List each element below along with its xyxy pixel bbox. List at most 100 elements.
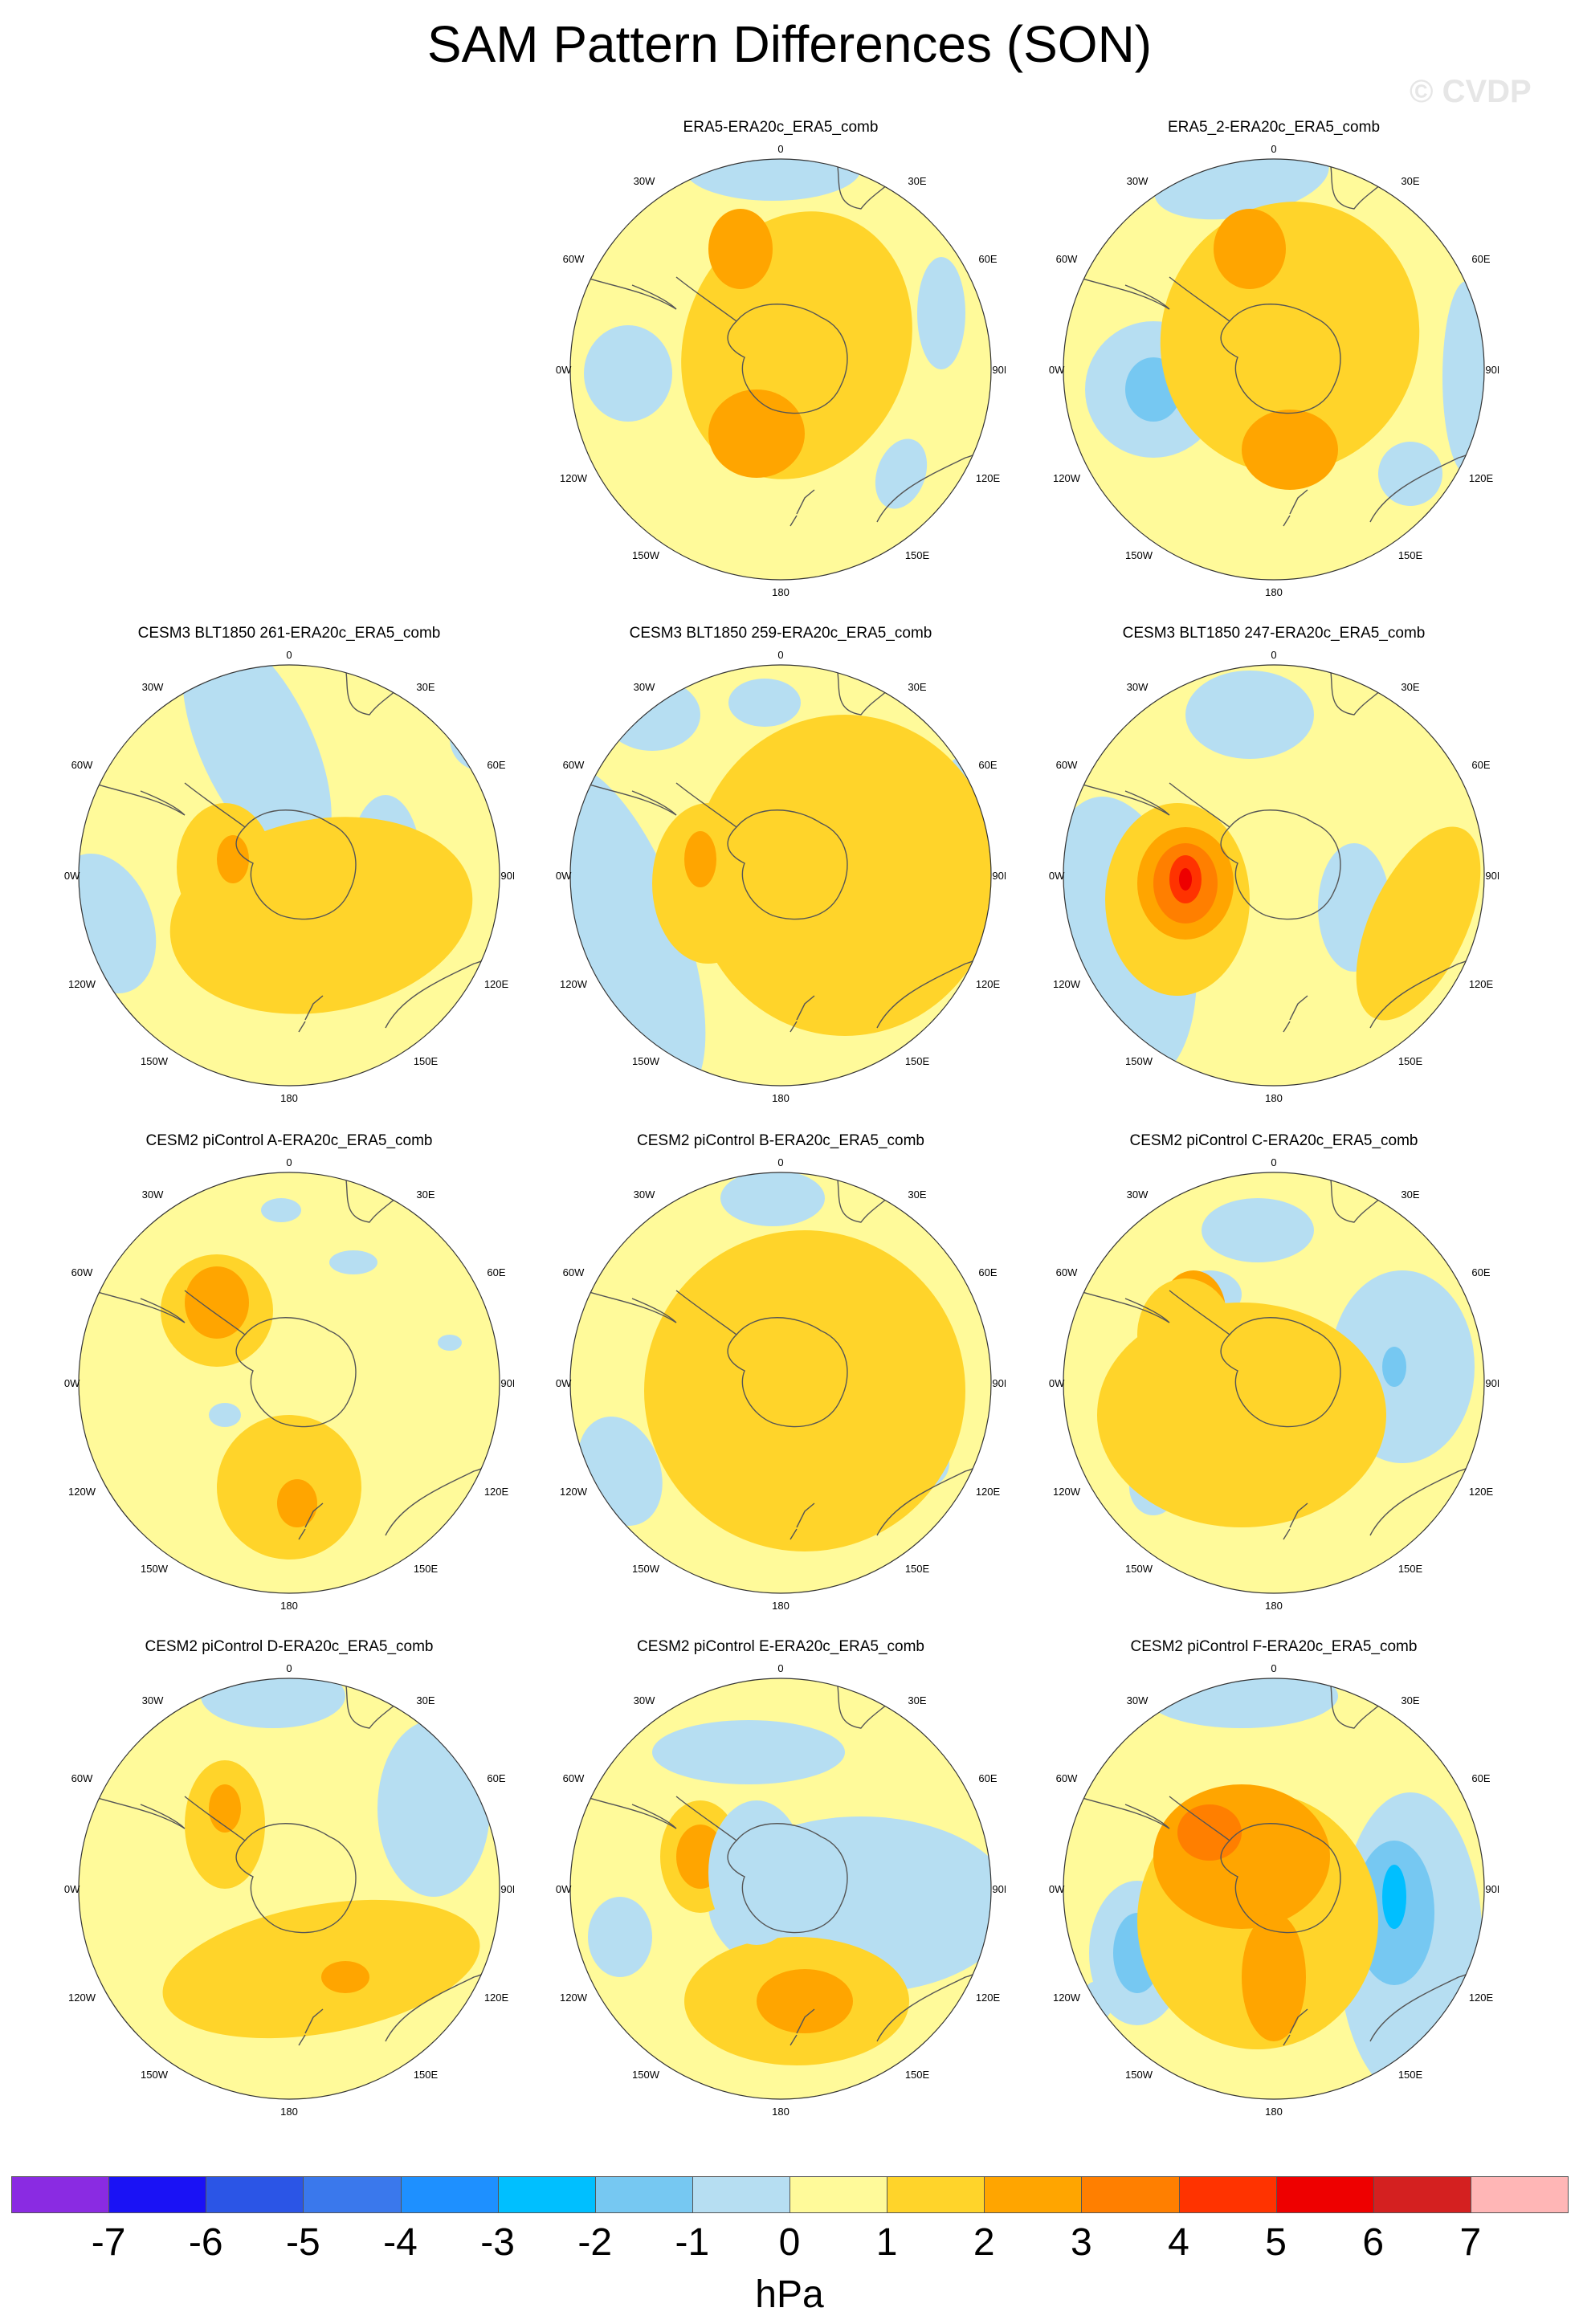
longitude-label: 150W <box>632 549 660 561</box>
longitude-label: 180 <box>1265 2106 1283 2118</box>
longitude-label: 30E <box>1401 1694 1419 1706</box>
longitude-label: 180 <box>772 2106 790 2118</box>
longitude-label: 90E <box>500 1377 514 1389</box>
colorbar-tick-label: 2 <box>973 2221 995 2264</box>
longitude-label: 120E <box>976 1486 1001 1498</box>
longitude-label: 150E <box>905 2069 930 2081</box>
longitude-label: 60E <box>487 1266 505 1278</box>
longitude-label: 150E <box>1398 1563 1423 1575</box>
longitude-label: 90W <box>64 1883 80 1895</box>
map-border <box>569 664 992 1087</box>
map-border <box>569 1172 992 1594</box>
contour-region <box>684 159 861 201</box>
contour-region <box>668 1270 829 1431</box>
colorbar-cell <box>1373 2176 1471 2213</box>
map-panel: CESM2 piControl C-ERA20c_ERA5_comb 0 180 30… <box>1049 1132 1499 1630</box>
longitude-label: 30W <box>142 681 164 693</box>
figure-title: SAM Pattern Differences (SON) <box>426 15 1153 73</box>
longitude-label: 150W <box>1125 1563 1153 1575</box>
longitude-label: 120E <box>484 1992 509 2004</box>
panel-title: CESM3 BLT1850 247-ERA20c_ERA5_comb <box>1122 625 1426 642</box>
longitude-label: 60W <box>1056 759 1078 771</box>
antarctica-coastline <box>1169 276 1341 414</box>
longitude-label: 90E <box>992 1377 1006 1389</box>
longitude-label: 60E <box>1471 759 1490 771</box>
map-panel: CESM2 piControl E-ERA20c_ERA5_comb 0 180 30… <box>556 1638 1006 2136</box>
contour-region <box>708 1800 805 1945</box>
colorbar-tick-label: 5 <box>1265 2221 1287 2264</box>
contour-region <box>1177 1804 1242 1861</box>
colorbar-cell <box>108 2176 207 2213</box>
antarctica-coastline <box>1169 782 1341 920</box>
contour-region <box>79 853 157 994</box>
longitude-label: 60W <box>71 1772 93 1784</box>
map-border <box>78 1678 500 2100</box>
longitude-label: 120E <box>1469 1992 1494 2004</box>
contour-region <box>728 679 801 727</box>
colorbar-cell <box>400 2176 499 2213</box>
longitude-label: 120E <box>976 472 1001 484</box>
colorbar-cell <box>594 2176 693 2213</box>
longitude-label: 120W <box>560 472 588 484</box>
panel-title: CESM2 piControl C-ERA20c_ERA5_comb <box>1129 1132 1418 1149</box>
longitude-label: 90W <box>556 1883 572 1895</box>
longitude-label: 30E <box>416 681 435 693</box>
contour-region <box>185 1266 249 1339</box>
longitude-label: 30E <box>908 681 926 693</box>
longitude-label: 150E <box>414 1563 439 1575</box>
longitude-label: 180 <box>772 1092 790 1104</box>
contour-region <box>584 325 672 422</box>
longitude-label: 0 <box>1271 649 1276 661</box>
longitude-label: 30W <box>634 1694 655 1706</box>
polar-map: 0 180 30W 30E 60W 60E 90W 90E 120W 120E 150W 150E <box>556 649 1006 1104</box>
new-zealand-coastline <box>790 1502 815 1540</box>
longitude-label: 0 <box>777 1156 783 1168</box>
contour-region <box>277 1479 317 1527</box>
map-panel: ERA5_2-ERA20c_ERA5_comb 0 180 30W 30E 60W 60E 9… <box>1049 119 1499 617</box>
contour-region <box>261 1198 301 1222</box>
longitude-label: 60W <box>1056 1266 1078 1278</box>
map-panel: CESM3 BLT1850 261-ERA20c_ERA5_comb 0 180 30… <box>64 625 514 1123</box>
longitude-label: 120E <box>1469 978 1494 990</box>
polar-map: 0 180 30W 30E 60W 60E 90W 90E 120W 120E 150W 150E <box>1049 1156 1499 1612</box>
longitude-label: 30W <box>1127 1189 1149 1201</box>
colorbar-tick-label: -2 <box>577 2221 613 2264</box>
polar-map: 0 180 30W 30E 60W 60E 90W 90E 120W 120E 150W 150E <box>1049 649 1499 1104</box>
new-zealand-coastline <box>298 1502 324 1540</box>
longitude-label: 150W <box>632 1055 660 1067</box>
colorbar-tick-label: -3 <box>480 2221 515 2264</box>
polar-map: 0 180 30W 30E 60W 60E 90W 90E 120W 120E 150W 150E <box>64 1662 514 2118</box>
longitude-label: 90W <box>1049 870 1065 882</box>
longitude-label: 90W <box>556 364 572 376</box>
longitude-label: 120E <box>976 1992 1001 2004</box>
map-panel: CESM2 piControl A-ERA20c_ERA5_comb 0 180 30… <box>64 1132 514 1630</box>
colorbar-cell <box>984 2176 1083 2213</box>
colorbar-tick-label: 0 <box>778 2221 801 2264</box>
contour-region <box>377 1720 490 1897</box>
south-america-coastline <box>1064 1286 1170 1323</box>
colorbar-tick-label: -5 <box>286 2221 320 2264</box>
longitude-label: 60W <box>1056 1772 1078 1784</box>
contour-region <box>588 1897 652 1977</box>
longitude-label: 90W <box>556 870 572 882</box>
longitude-label: 0 <box>777 649 783 661</box>
contour-region <box>1214 209 1286 289</box>
longitude-label: 90E <box>1485 870 1499 882</box>
longitude-label: 30W <box>142 1694 164 1706</box>
contour-region <box>162 1899 480 2039</box>
colorbar-cell <box>11 2176 110 2213</box>
longitude-label: 150W <box>1125 1055 1153 1067</box>
contour-region <box>1081 1981 1113 2021</box>
polar-map: 0 180 30W 30E 60W 60E 90W 90E 120W 120E 150W 150E <box>1049 1662 1499 2118</box>
south-america-coastline <box>571 1792 677 1829</box>
longitude-label: 60E <box>1471 1266 1490 1278</box>
contour-region <box>757 1969 853 2033</box>
longitude-label: 180 <box>1265 586 1283 598</box>
polar-map: 0 180 30W 30E 60W 60E 90W 90E 120W 120E 150W 150E <box>556 1662 1006 2118</box>
colorbar-cell <box>1081 2176 1180 2213</box>
longitude-label: 60W <box>563 1266 585 1278</box>
longitude-label: 90E <box>1485 1377 1499 1389</box>
contour-region <box>708 389 805 478</box>
contour-region <box>652 1720 845 1784</box>
longitude-label: 90W <box>556 1377 572 1389</box>
